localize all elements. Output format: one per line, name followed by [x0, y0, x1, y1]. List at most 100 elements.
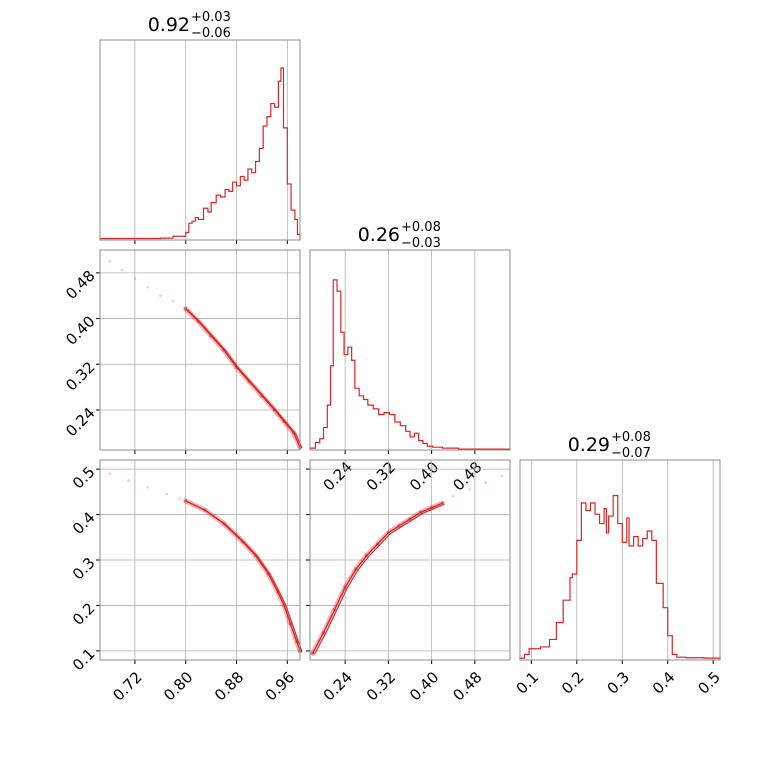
scatter-point-dense [288, 622, 293, 626]
x-tick-label: 0.5 [694, 668, 724, 698]
histogram-step-line [99, 67, 301, 240]
x-tick-label: 0.80 [160, 668, 196, 704]
x-tick-label: 0.72 [109, 668, 145, 704]
panel-hist-1: 0.92 +0.03−0.06 [99, 10, 301, 244]
y-tick-label: 0.5 [69, 463, 99, 493]
contour-line-offset [314, 503, 445, 655]
scatter-point-sparse [468, 488, 471, 491]
scatter-point-dense [375, 542, 380, 546]
scatter-point-dense [266, 572, 270, 576]
scatter-point-dense [430, 506, 434, 510]
panel-title-minus-error: −0.07 [611, 446, 651, 461]
x-tick-label: 0.88 [211, 668, 247, 704]
panel-title-minus-error: −0.03 [401, 236, 441, 251]
scatter-point-dense [354, 567, 358, 571]
y-tick-label: 0.3 [69, 554, 99, 584]
scatter-point-sparse [120, 268, 124, 272]
scatter-point-sparse [178, 497, 181, 500]
scatter-point-dense [222, 522, 226, 526]
scatter-point-dense [332, 608, 336, 612]
axes-frame [99, 459, 301, 661]
y-tick-label: 0.1 [69, 645, 99, 675]
y-tick-label: 0.2 [69, 599, 99, 629]
scatter-point-dense [222, 348, 226, 352]
scatter-point-dense [408, 517, 412, 521]
scatter-point-dense [260, 394, 264, 398]
scatter-point-dense [184, 307, 188, 311]
scatter-point-dense [365, 553, 369, 558]
x-tick-label: 0.32 [363, 458, 399, 494]
scatter-point-dense [276, 590, 280, 594]
axes-frame [99, 249, 301, 451]
contour-line [185, 500, 301, 652]
panel-title-plus-error: +0.08 [611, 430, 651, 445]
scatter-point-dense [419, 510, 423, 514]
panel-scatter-2-1: 0.24 0.32 0.40 0.48 [62, 249, 303, 454]
scatter-point-dense [292, 431, 296, 435]
scatter-point-sparse [451, 495, 455, 498]
axes-frame [99, 39, 301, 241]
scatter-point-dense [321, 631, 326, 635]
density-band [183, 306, 303, 450]
contour-line [312, 502, 443, 654]
x-tick-label: 0.4 [649, 668, 679, 698]
x-tick-label: 0.24 [320, 668, 356, 704]
panel-title-value: 0.29 [568, 434, 610, 456]
density-band [183, 498, 303, 654]
scatter-point-sparse [127, 479, 130, 482]
panel-scatter-3-1: 0.72 0.80 0.88 0.96 0.1 0.2 0.3 0.4 0.5 [69, 459, 303, 704]
axes-frame [309, 249, 511, 451]
x-tick-label: 0.48 [449, 668, 485, 704]
x-tick-label: 0.32 [363, 668, 399, 704]
x-tick-label: 0.40 [406, 668, 442, 704]
x-tick-label: 0.24 [320, 458, 356, 494]
y-tick-label: 0.40 [62, 312, 98, 348]
scatter-point-sparse [171, 300, 175, 303]
histogram-step-line [519, 494, 721, 660]
y-tick-label: 0.48 [62, 267, 98, 303]
scatter-point-sparse [159, 294, 162, 298]
scatter-point-dense [253, 553, 258, 558]
histogram-step-line [309, 279, 511, 450]
scatter-point-sparse [108, 472, 111, 475]
panel-title-plus-error: +0.08 [401, 220, 441, 235]
x-tick-label: 0.48 [449, 458, 485, 494]
scatter-point-dense [247, 379, 251, 384]
scatter-point-dense [234, 365, 239, 369]
y-tick-label: 0.24 [62, 404, 98, 440]
scatter-point-sparse [146, 485, 149, 489]
scatter-point-dense [196, 319, 201, 324]
scatter-point-dense [209, 334, 213, 338]
scatter-point-dense [311, 651, 315, 655]
panel-hist-3: 0.1 0.2 0.3 0.4 0.5 0.29 +0.08−0.07 [513, 430, 724, 698]
contour-line-offset [187, 309, 303, 449]
panel-title-value: 0.26 [358, 224, 400, 246]
scatter-point-sparse [133, 277, 137, 280]
panel-title-value: 0.92 [148, 14, 190, 36]
x-tick-label: 0.40 [406, 458, 442, 494]
y-tick-label: 0.4 [69, 508, 99, 538]
scatter-point-dense [397, 524, 401, 528]
scatter-point-sparse [146, 285, 149, 289]
density-band [310, 500, 445, 656]
scatter-point-dense [386, 531, 390, 535]
panel-title-plus-error: +0.03 [191, 10, 231, 25]
scatter-point-sparse [108, 260, 111, 263]
scatter-point-dense [282, 419, 286, 424]
scatter-point-dense [203, 508, 207, 512]
scatter-point-dense [184, 499, 188, 503]
scatter-point-dense [343, 585, 347, 589]
scatter-point-dense [273, 408, 277, 412]
scatter-point-dense [282, 603, 286, 608]
scatter-point-dense [295, 640, 299, 644]
scatter-point-sparse [165, 492, 168, 496]
panel-scatter-3-2: 0.24 0.32 0.40 0.48 [306, 459, 511, 704]
scatter-point-sparse [500, 474, 504, 478]
panel-title-minus-error: −0.06 [191, 26, 231, 41]
scatter-point-sparse [484, 481, 487, 485]
scatter-point-dense [440, 501, 445, 505]
x-tick-label: 0.2 [558, 668, 588, 698]
scatter-point-dense [241, 540, 245, 544]
x-tick-label: 0.1 [513, 668, 543, 698]
